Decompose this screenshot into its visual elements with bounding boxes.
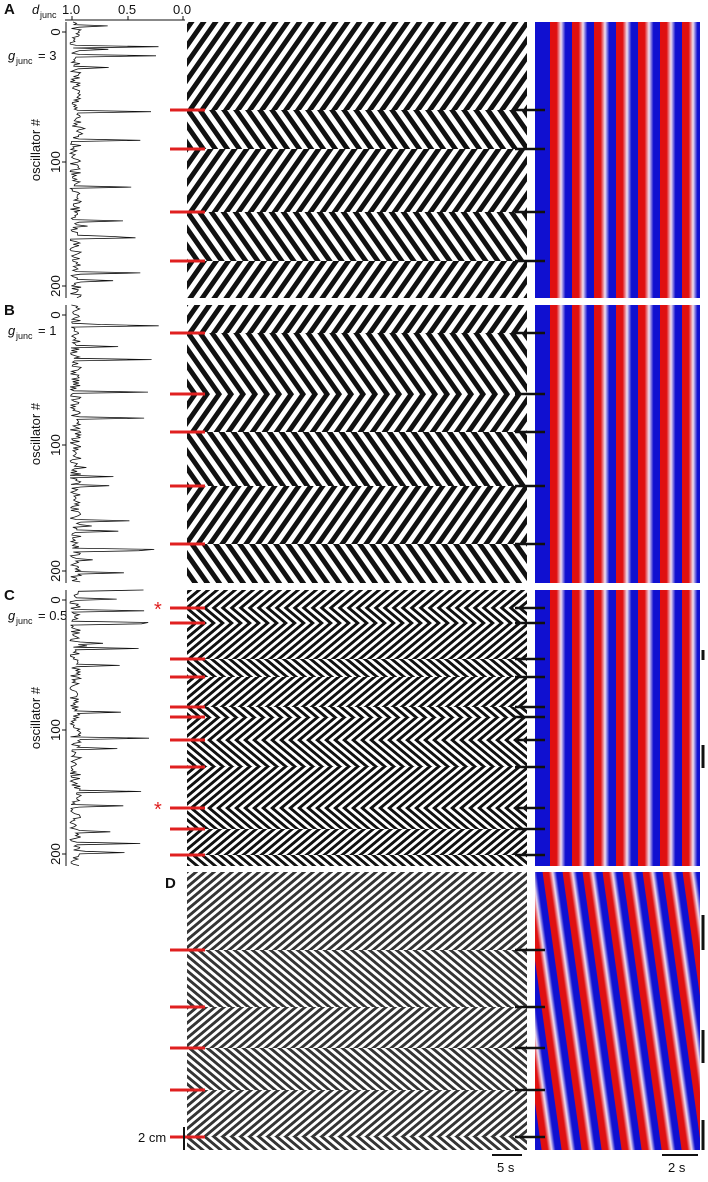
axis-subscript: junc <box>39 10 57 20</box>
y-axis-label: oscillator # <box>28 118 43 181</box>
kymograph <box>187 212 527 261</box>
kymograph <box>187 1137 527 1150</box>
kymograph <box>187 855 527 866</box>
asterisk: * <box>154 799 162 821</box>
junction-trace <box>68 21 159 298</box>
kymograph <box>187 608 527 623</box>
phase-map <box>535 22 700 298</box>
phase-map-edge <box>535 22 545 298</box>
y-tick-label: 0 <box>48 311 63 318</box>
kymograph <box>187 808 527 829</box>
axis-symbol: d <box>32 2 40 17</box>
y-tick-label: 0 <box>48 596 63 603</box>
kymograph <box>187 1007 527 1048</box>
kymograph <box>187 110 527 149</box>
g-symbol: g <box>8 48 16 63</box>
panel-label: B <box>4 302 15 319</box>
y-tick-label: 0 <box>48 28 63 35</box>
scale-label: 2 cm <box>138 1130 166 1145</box>
kymograph <box>187 394 527 432</box>
kymograph <box>187 740 527 767</box>
kymograph <box>187 432 527 486</box>
panel-label: C <box>4 587 15 604</box>
kymograph <box>187 261 527 298</box>
kymograph <box>187 659 527 677</box>
kymograph <box>187 22 527 110</box>
y-tick-label: 100 <box>48 719 63 741</box>
kymograph <box>187 486 527 544</box>
kymograph <box>187 950 527 1007</box>
kymograph <box>187 1090 527 1137</box>
g-value: = 0.5 <box>38 608 67 623</box>
kymograph <box>187 767 527 808</box>
kymograph <box>187 717 527 740</box>
kymograph <box>187 590 527 608</box>
kymograph <box>187 1048 527 1090</box>
g-symbol: g <box>8 323 16 338</box>
kymograph <box>187 623 527 659</box>
kymograph <box>187 677 527 707</box>
kymograph <box>187 544 527 583</box>
y-axis-label: oscillator # <box>28 402 43 465</box>
y-tick-label: 100 <box>48 434 63 456</box>
kymograph <box>187 305 527 333</box>
panel-label: D <box>165 875 176 892</box>
junction-trace <box>69 589 150 866</box>
kymograph <box>187 829 527 855</box>
g-symbol: g <box>8 608 16 623</box>
phase-map-edge <box>535 305 545 583</box>
phase-map <box>535 872 700 1150</box>
g-subscript: junc <box>15 616 33 626</box>
x-tick-label: 1.0 <box>62 2 80 17</box>
kymograph <box>187 149 527 212</box>
y-tick-label: 200 <box>48 560 63 582</box>
phase-map <box>535 305 700 583</box>
y-tick-label: 200 <box>48 843 63 865</box>
g-value: = 3 <box>38 48 56 63</box>
kymograph <box>187 707 527 717</box>
g-subscript: junc <box>15 56 33 66</box>
kymograph <box>187 872 527 950</box>
y-tick-label: 200 <box>48 275 63 297</box>
asterisk: * <box>154 599 162 621</box>
panel-label: A <box>4 1 15 18</box>
phase-map <box>535 590 700 866</box>
y-axis-label: oscillator # <box>28 686 43 749</box>
kymograph <box>187 333 527 394</box>
x-tick-label: 0.0 <box>173 2 191 17</box>
y-tick-label: 100 <box>48 151 63 173</box>
g-subscript: junc <box>15 331 33 341</box>
scale-label: 5 s <box>497 1160 515 1175</box>
scale-label: 2 s <box>668 1160 686 1175</box>
g-value: = 1 <box>38 323 56 338</box>
junction-trace <box>69 304 159 583</box>
x-tick-label: 0.5 <box>118 2 136 17</box>
phase-map-edge <box>535 590 545 866</box>
